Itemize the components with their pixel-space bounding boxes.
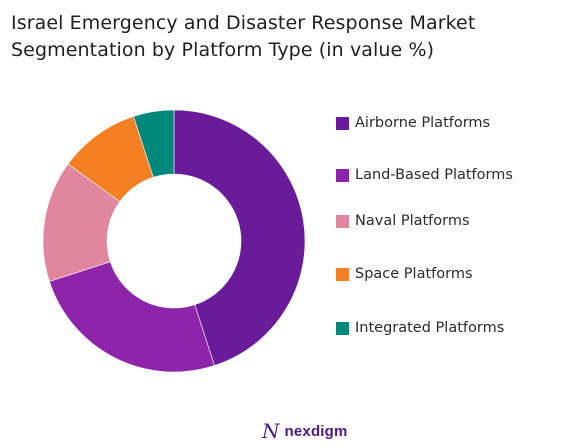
- legend-swatch-naval: [336, 214, 349, 228]
- legend-item-space: Space Platforms: [336, 266, 473, 282]
- brand-logo: N nexdigm: [262, 421, 348, 441]
- chart-title: Israel Emergency and Disaster Response M…: [11, 10, 475, 64]
- donut-slice-airborne: [173, 109, 306, 366]
- legend-item-integrated: Integrated Platforms: [336, 320, 504, 336]
- donut-slice-land-based: [49, 261, 215, 373]
- legend-item-land-based: Land-Based Platforms: [336, 167, 513, 183]
- legend-label-integrated: Integrated Platforms: [355, 320, 505, 336]
- legend-item-airborne: Airborne Platforms: [336, 115, 490, 131]
- legend-swatch-airborne: [336, 116, 349, 130]
- legend-label-space: Space Platforms: [355, 266, 473, 282]
- chart-title-line-2: Segmentation by Platform Type (in value …: [11, 39, 435, 61]
- chart-title-line-1: Israel Emergency and Disaster Response M…: [11, 12, 476, 34]
- legend-item-naval: Naval Platforms: [336, 213, 470, 229]
- legend-label-airborne: Airborne Platforms: [355, 115, 491, 131]
- brand-mark-icon: N: [262, 419, 280, 443]
- brand-name: nexdigm: [284, 422, 348, 440]
- legend-swatch-land-based: [336, 168, 349, 182]
- legend-swatch-integrated: [336, 321, 349, 335]
- legend-swatch-space: [336, 267, 349, 281]
- legend-label-land-based: Land-Based Platforms: [355, 167, 513, 183]
- donut-slice-integrated: [133, 109, 175, 178]
- legend-label-naval: Naval Platforms: [355, 213, 470, 229]
